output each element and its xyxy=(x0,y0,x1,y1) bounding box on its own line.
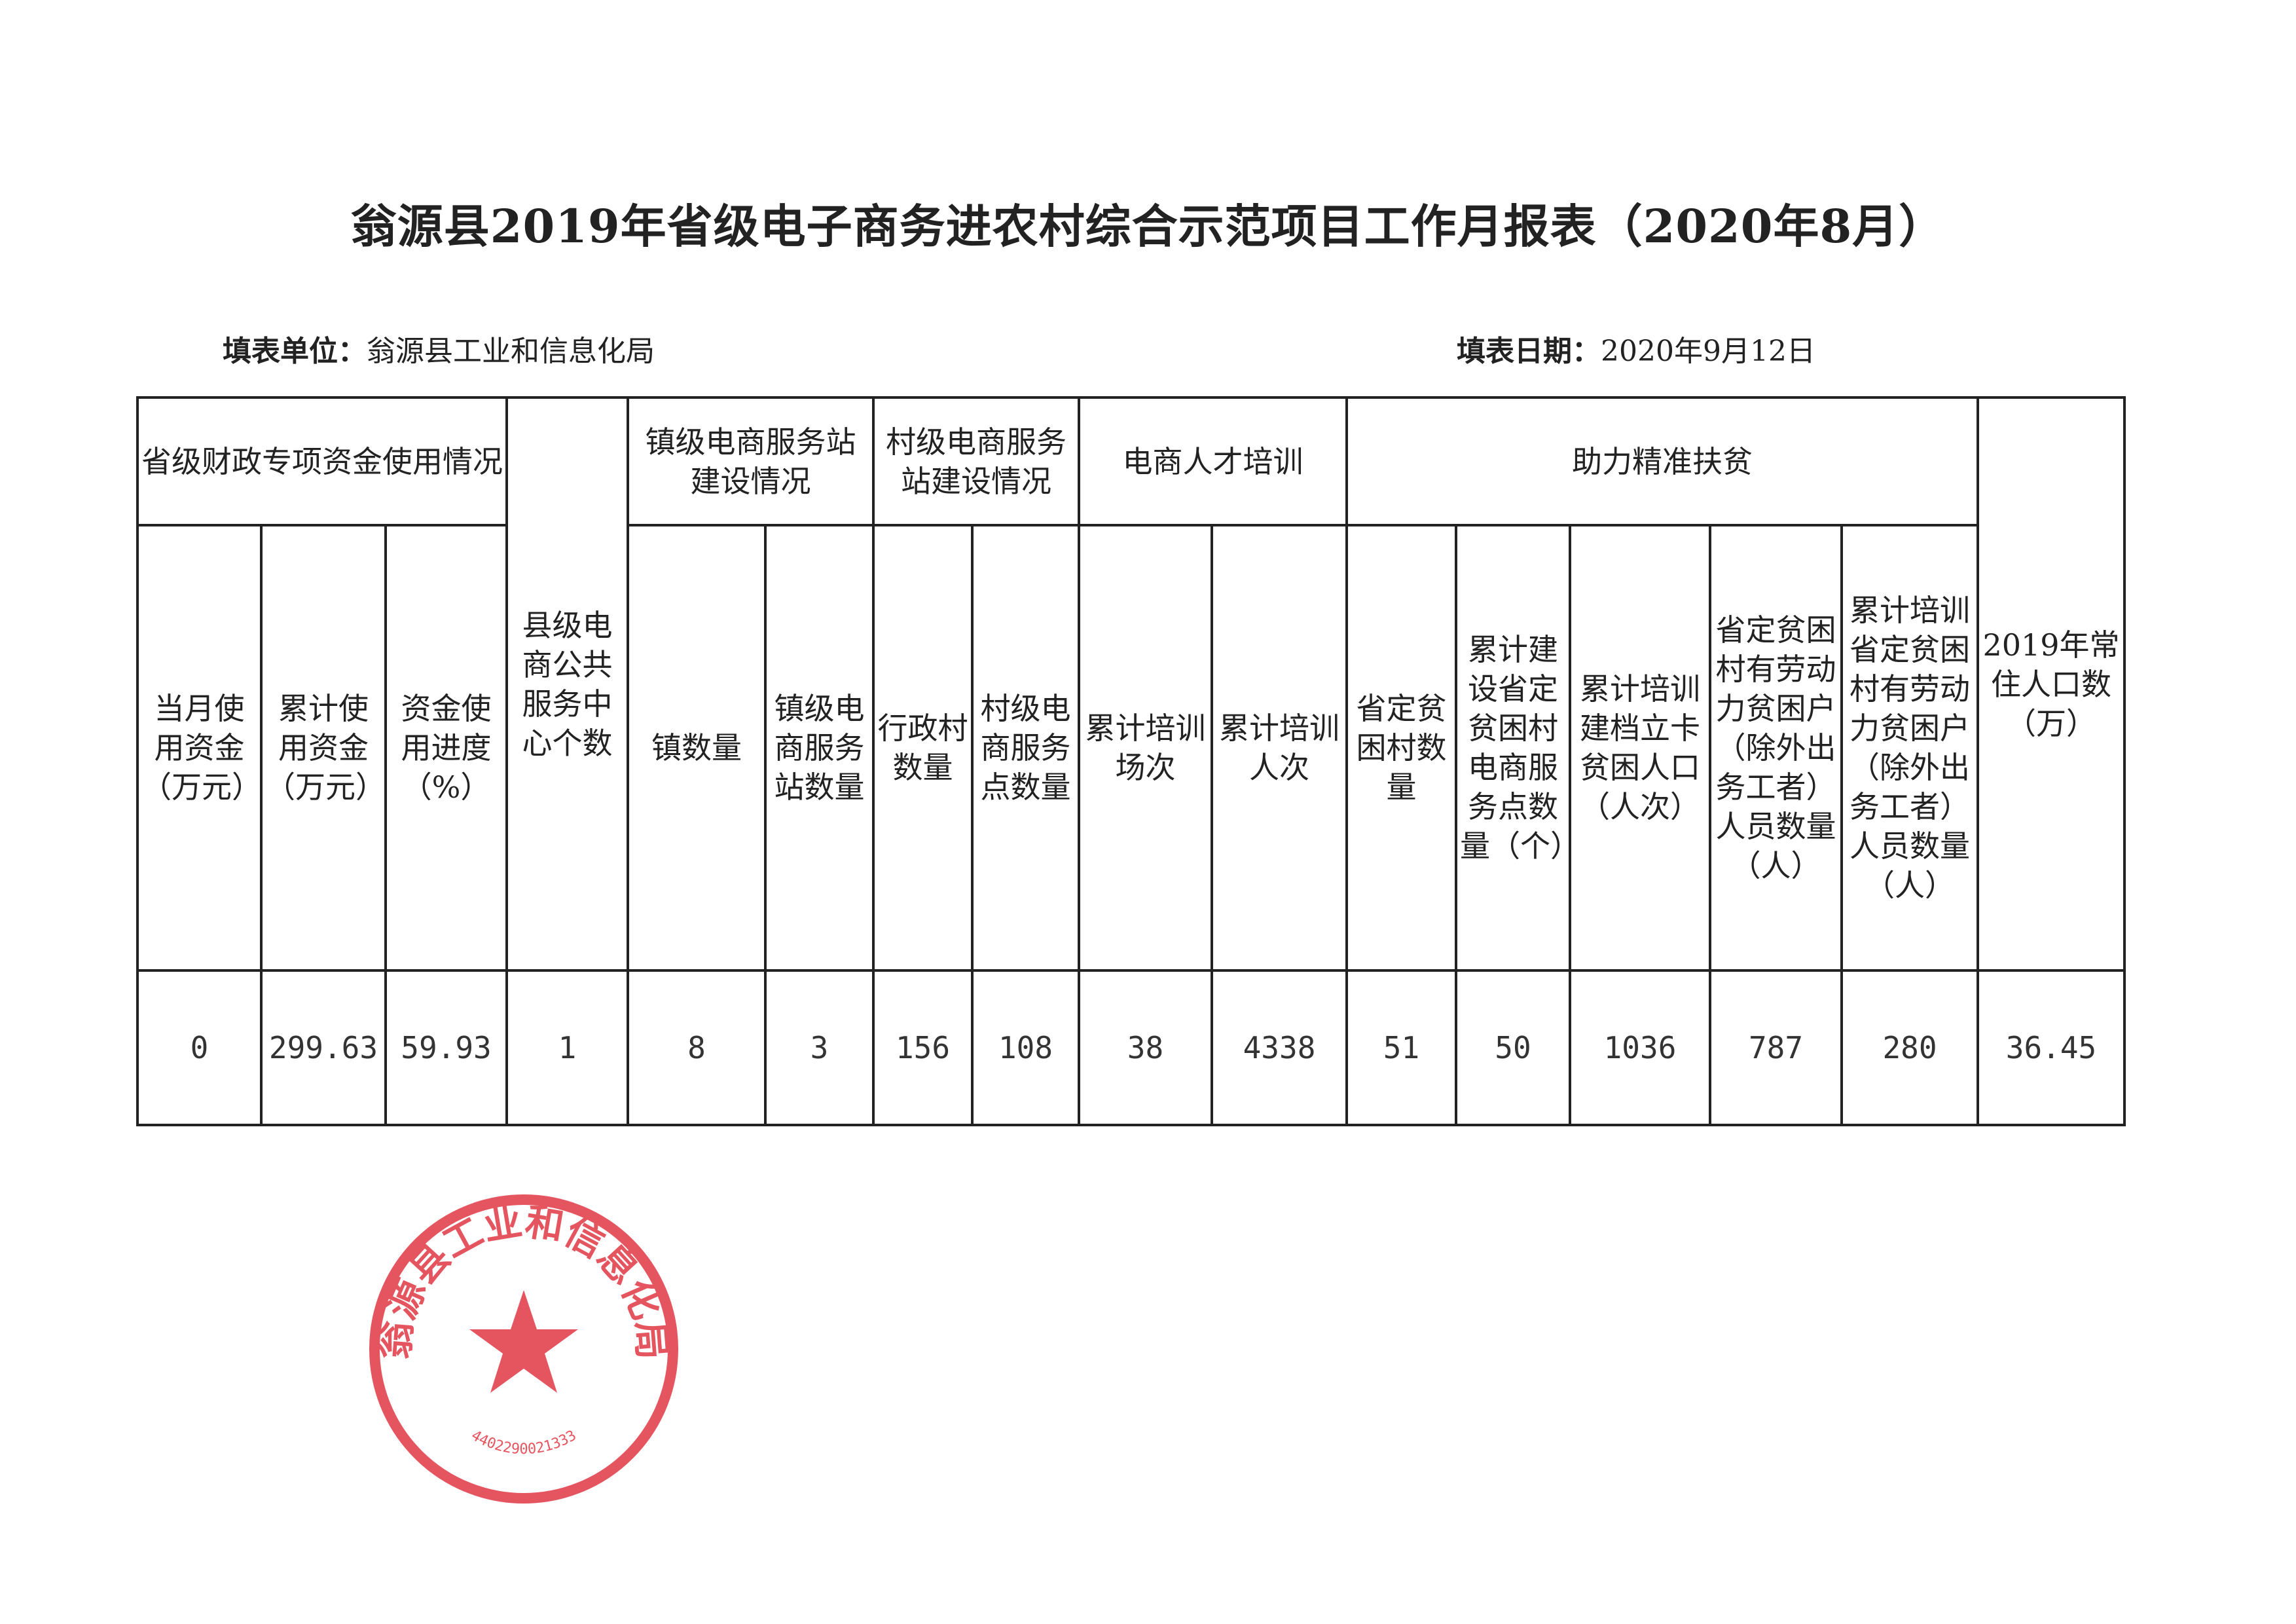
group-header: 村级电商服务站建设情况 xyxy=(872,396,1080,526)
table-cell: 38 xyxy=(1078,969,1213,1126)
fill-date: 填表日期：2020年9月12日 xyxy=(1457,327,1815,369)
table-cell: 280 xyxy=(1840,969,1980,1126)
column-header: 累计培训场次 xyxy=(1078,524,1213,972)
fill-date-value: 2020年9月12日 xyxy=(1601,335,1815,368)
table-row: 0 299.63 59.93 1 8 3 156 108 38 4338 51 … xyxy=(136,969,2126,1126)
column-header: 累计培训人次 xyxy=(1211,524,1348,972)
column-header: 镇数量 xyxy=(627,524,767,972)
page-title: 翁源县2019年省级电子商务进农村综合示范项目工作月报表（2020年8月） xyxy=(350,199,1946,253)
column-header: 省定贫困村有劳动力贫困户（除外出务工者）人员数量（人） xyxy=(1709,524,1843,972)
column-header: 省定贫困村数量 xyxy=(1345,524,1457,972)
column-header: 县级电商公共服务中心个数 xyxy=(505,396,629,972)
fill-date-label: 填表日期： xyxy=(1457,335,1601,368)
seal-name: 翁源县工业和信息化局 xyxy=(373,1199,674,1361)
table-cell: 8 xyxy=(627,969,767,1126)
group-header: 电商人才培训 xyxy=(1078,396,1348,526)
report-table: 省级财政专项资金使用情况 县级电商公共服务中心个数 镇级电商服务站建设情况 村级… xyxy=(136,396,2126,1126)
fill-unit: 填表单位：翁源县工业和信息化局 xyxy=(223,327,655,369)
fill-unit-label: 填表单位： xyxy=(223,335,367,368)
official-seal: 翁源县工业和信息化局 4402290021333 xyxy=(369,1194,678,1504)
column-header: 累计培训省定贫困村有劳动力贫困户（除外出务工者）人员数量（人） xyxy=(1840,524,1980,972)
table-cell: 1 xyxy=(505,969,629,1126)
column-header: 累计建设省定贫困村电商服务点数量（个） xyxy=(1455,524,1580,972)
table-cell: 156 xyxy=(872,969,974,1126)
column-header: 镇级电商服务站数量 xyxy=(764,524,875,972)
column-header: 资金使用进度（%） xyxy=(384,524,508,972)
table-cell: 3 xyxy=(764,969,875,1126)
table-cell: 59.93 xyxy=(384,969,508,1126)
group-header: 省级财政专项资金使用情况 xyxy=(136,396,508,526)
table-cell: 4338 xyxy=(1211,969,1348,1126)
column-header: 当月使用资金（万元） xyxy=(136,524,263,972)
star-icon xyxy=(469,1290,578,1393)
column-header: 村级电商服务点数量 xyxy=(971,524,1080,972)
table-cell: 299.63 xyxy=(260,969,387,1126)
table-cell: 36.45 xyxy=(1977,969,2126,1126)
fill-unit-value: 翁源县工业和信息化局 xyxy=(367,335,655,368)
table-cell: 787 xyxy=(1709,969,1843,1126)
table-cell: 50 xyxy=(1455,969,1571,1126)
table-cell: 0 xyxy=(136,969,263,1126)
group-header: 助力精准扶贫 xyxy=(1345,396,1980,526)
table-cell: 51 xyxy=(1345,969,1457,1126)
column-header: 累计培训建档立卡贫困人口（人次） xyxy=(1569,524,1711,972)
seal-ring xyxy=(369,1194,678,1504)
table-cell: 1036 xyxy=(1569,969,1711,1126)
column-header: 行政村数量 xyxy=(872,524,974,972)
seal-number: 4402290021333 xyxy=(468,1428,579,1458)
group-header: 镇级电商服务站建设情况 xyxy=(627,396,875,526)
table-cell: 108 xyxy=(971,969,1080,1126)
column-header: 累计使用资金（万元） xyxy=(260,524,387,972)
column-header: 2019年常住人口数（万） xyxy=(1977,396,2126,972)
